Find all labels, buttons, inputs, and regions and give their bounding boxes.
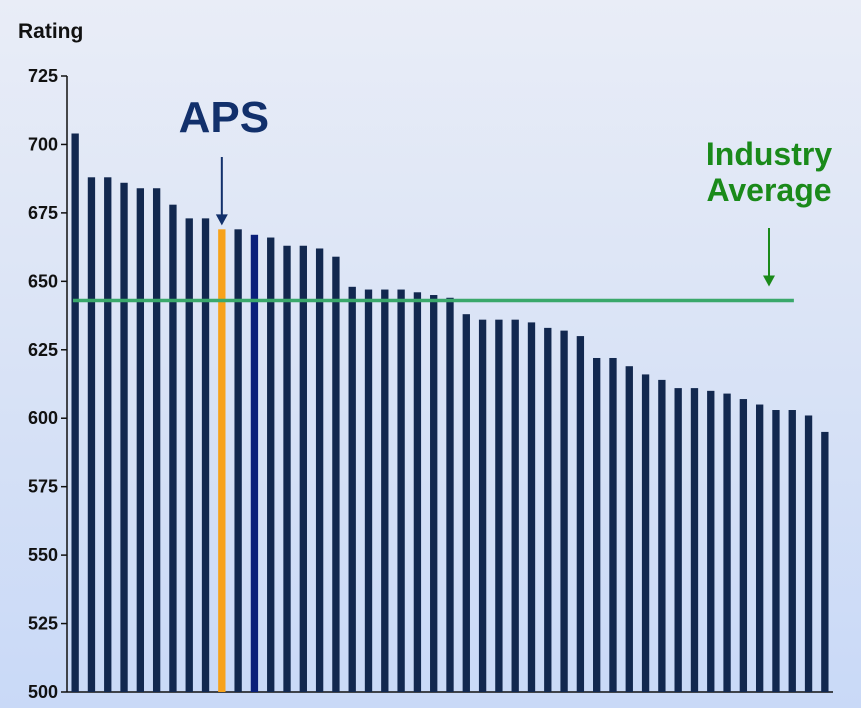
bar [348,286,356,692]
aps-arrow [215,157,228,226]
bar [788,410,796,692]
bar [267,237,275,693]
bar [544,327,552,692]
industry-label-line2: Average [706,172,831,208]
bar [381,289,389,692]
y-tick-label: 625 [28,340,58,360]
y-tick-label: 600 [28,408,58,428]
bars [71,133,829,693]
bar [462,314,470,692]
bar [772,410,780,692]
bar [299,245,307,692]
aps-label: APS [179,93,269,142]
bar [821,431,829,692]
bar [250,234,259,692]
bar [511,319,519,692]
bar [446,297,454,692]
bar [690,388,699,692]
bar [185,218,193,692]
y-tick-label: 725 [28,66,58,86]
bar [364,289,373,692]
bar [104,177,112,692]
arrow-head [763,275,775,287]
y-axis-ticks: 500 525 550 575 600 625 650 675 700 725 [28,66,67,702]
bar [625,366,633,692]
bar [71,133,79,692]
bar [87,177,96,692]
industry-arrow [763,228,775,287]
bar [332,256,340,692]
bar [283,245,291,692]
y-tick-label: 525 [28,614,58,634]
bar [576,336,585,692]
bar [674,388,682,692]
y-tick-label: 650 [28,271,58,291]
y-tick-label: 575 [28,477,58,497]
bar [478,319,487,692]
y-tick-label: 675 [28,203,58,223]
y-axis-label: Rating [18,20,83,43]
bar [641,374,650,692]
bar [804,415,813,692]
bar [218,229,226,692]
bar [527,322,536,692]
bar [560,330,568,692]
bar [201,218,210,692]
bar [593,357,601,692]
bar [495,319,503,692]
bar [755,404,764,692]
y-tick-label: 700 [28,134,58,154]
arrow-head [215,214,228,226]
bar [169,204,177,693]
bar [120,182,128,693]
bar [234,229,242,692]
bar [413,292,422,692]
industry-label-line1: Industry [706,136,832,172]
bar [397,289,405,692]
bar [707,390,715,692]
bar [723,393,731,692]
y-tick-label: 500 [28,682,58,702]
y-tick-label: 550 [28,545,58,565]
bar [152,188,161,692]
bar [315,248,324,693]
bar [609,357,617,692]
bar [136,188,145,692]
bar [739,399,748,692]
bar [658,379,666,692]
bar [430,295,438,692]
